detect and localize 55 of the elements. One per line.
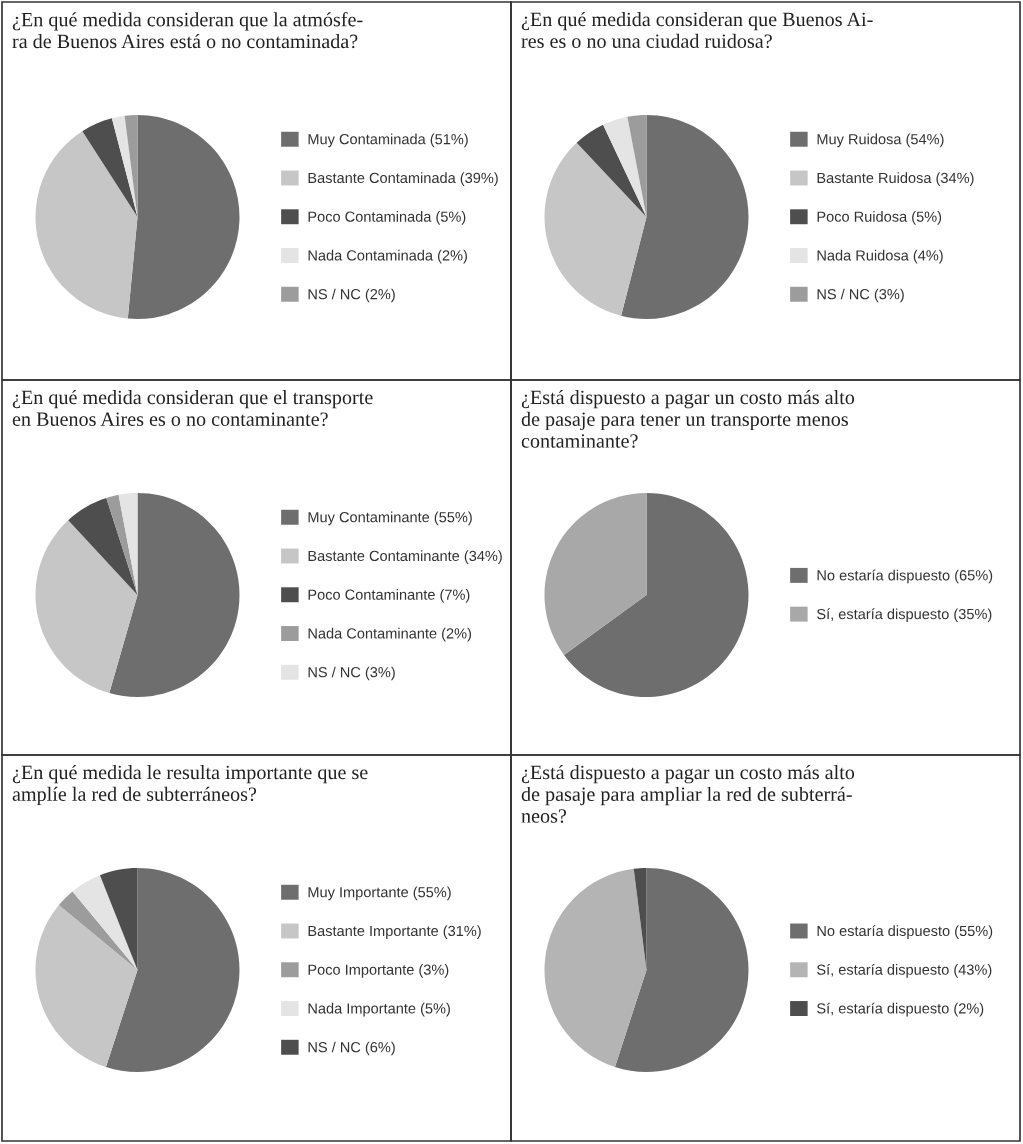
- legend-label: No estaría dispuesto (65%): [817, 569, 993, 584]
- legend-label: NS / NC (6%): [308, 1041, 395, 1056]
- legend-label: Muy Ruidosa (54%): [817, 133, 944, 148]
- legend-label: Bastante Ruidosa (34%): [817, 172, 974, 186]
- legend-label: Sí, estaría dispuesto (2%): [817, 1002, 984, 1017]
- pie-slice: [544, 493, 647, 655]
- pie-slice: [35, 904, 138, 1068]
- pie-slice: [544, 868, 647, 1068]
- pie-slice: [627, 115, 647, 217]
- pie-slice: [72, 875, 138, 970]
- slice-label: Muy Importante (55%): [308, 886, 451, 901]
- legend-label: Poco Contaminante (7%): [308, 589, 470, 603]
- legend-label: Muy Contaminada (51%): [308, 133, 468, 148]
- chart-title: ¿En qué medida le resulta importante que se amplíe la red de subterráneos?: [12, 765, 368, 806]
- pie-slice: [109, 493, 240, 697]
- chart-title: ¿En qué medida consideran que el transporte en Buenos Aires es o no contaminante?: [12, 390, 373, 427]
- legend-label: Nada Ruidosa (4%): [817, 249, 943, 264]
- legend-label: Poco Contaminada (5%): [308, 211, 466, 225]
- legend-label: Nada Importante (5%): [308, 1002, 450, 1017]
- chart-title: ¿Está dispuesto a pagar un costo más alto de pasaje para tener un transporte menos contaminante?: [521, 390, 855, 448]
- pie-slice: [544, 142, 647, 316]
- pie-slice: [68, 497, 138, 595]
- chart-title: ¿En qué medida consideran que la atmósfe- ra de Buenos Aires está o no contaminada?: [12, 12, 363, 49]
- pie-slice: [58, 891, 138, 970]
- chart-title: ¿Está dispuesto a pagar un costo más alto de pasaje para ampliar la red de subterrá- neos?: [521, 765, 855, 823]
- pie-slice: [82, 118, 138, 217]
- pie-slice: [614, 868, 749, 1072]
- legend-label: Nada Contaminada (2%): [308, 249, 467, 264]
- pie-slice: [127, 115, 240, 319]
- legend-label: NS / NC (3%): [817, 288, 904, 303]
- pie-slice: [118, 493, 138, 595]
- legend-label: No estaría dispuesto (55%): [817, 925, 993, 939]
- legend-label: Bastante Contaminada (39%): [308, 172, 498, 186]
- pie-slice: [576, 124, 647, 217]
- legend-label: Bastante Contaminante (34%): [308, 550, 502, 564]
- slice-label: Muy Contaminante (55%): [308, 511, 472, 526]
- pie-slice: [99, 868, 138, 970]
- pie-slice: [633, 868, 647, 970]
- pie-slice: [603, 116, 647, 217]
- legend-label: Poco Ruidosa (5%): [817, 211, 942, 225]
- pie-slice: [106, 494, 138, 595]
- pie-slice: [563, 493, 749, 697]
- legend-label: Nada Contaminante (2%): [308, 627, 472, 642]
- legend-label: Sí, estaría dispuesto (35%): [817, 608, 992, 623]
- pie-slice: [35, 520, 138, 694]
- legend-label: NS / NC (2%): [308, 288, 395, 303]
- legend-label: Poco Importante (3%): [308, 964, 449, 978]
- pie-slice: [105, 868, 240, 1072]
- legend-label: NS / NC (3%): [308, 666, 395, 681]
- pie-slice: [35, 131, 138, 319]
- chart-title: ¿En qué medida consideran que Buenos Ai- res es o no una ciudad ruidosa?: [521, 12, 873, 49]
- pie-slice: [124, 115, 138, 217]
- legend-label: Sí, estaría dispuesto (43%): [817, 963, 992, 978]
- legend-label: Bastante Importante (31%): [308, 925, 481, 939]
- pie-slice: [621, 115, 749, 319]
